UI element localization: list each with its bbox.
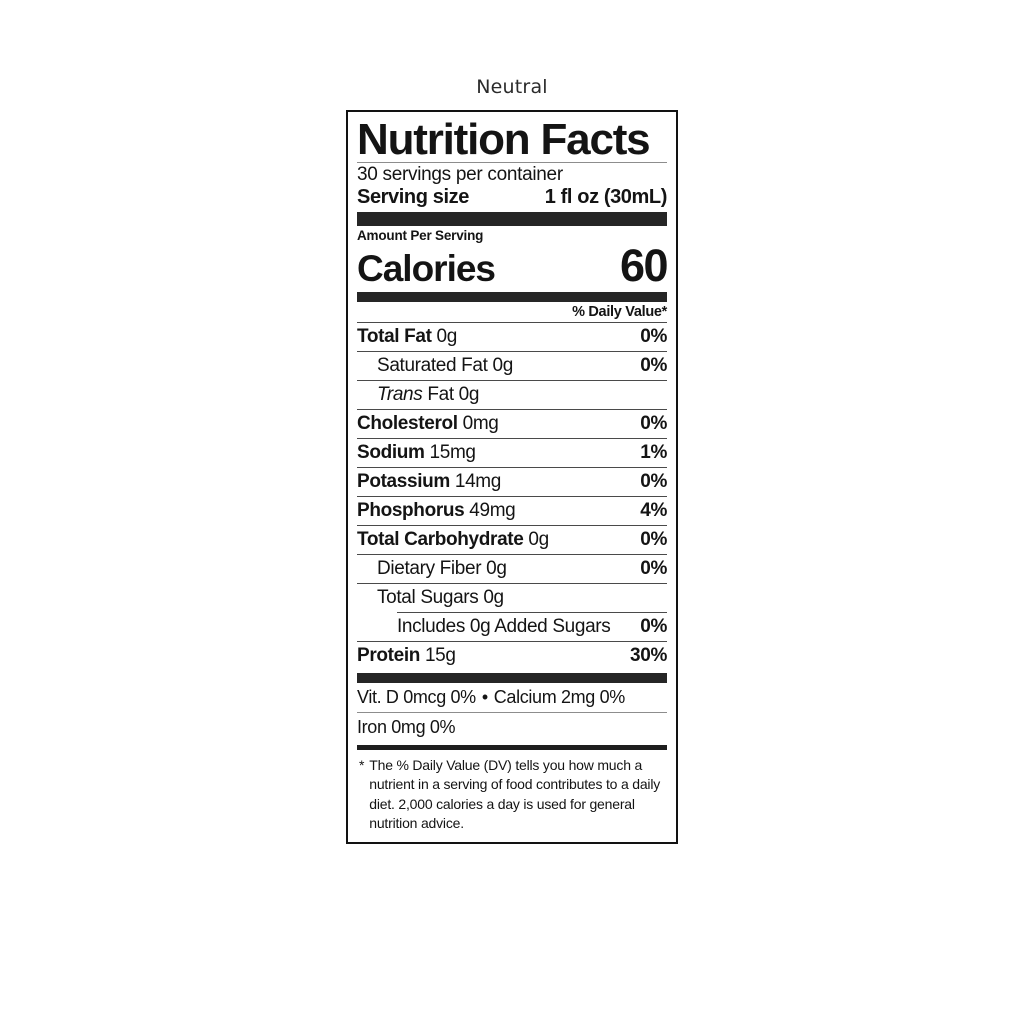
nutrient-daily-value: 0%: [640, 326, 667, 348]
product-caption: Neutral: [476, 76, 548, 98]
nutrient-row-divider: [357, 380, 667, 382]
nutrient-row: Total Carbohydrate 0g 0%: [357, 526, 667, 554]
nutrient-row-divider: [357, 409, 667, 411]
nutrient-row-divider: [357, 496, 667, 498]
nutrient-list: Total Fat 0g 0% Saturated Fat 0g 0% Trans Fa…: [357, 322, 667, 670]
calories-value: 60: [619, 239, 669, 291]
nutrient-row: Total Fat 0g 0%: [357, 323, 667, 351]
nutrient-name: Includes 0g Added Sugars: [397, 616, 611, 638]
nutrition-facts-panel: Nutrition Facts 30 servings per containe…: [346, 110, 678, 845]
serving-size-label: Serving size: [357, 185, 469, 208]
nutrient-daily-value: 0%: [640, 471, 667, 493]
serving-size-row: Serving size 1 fl oz (30mL): [357, 186, 667, 209]
nutrient-row-divider: [357, 554, 667, 556]
micronutrient-divider: [357, 712, 667, 714]
nutrient-row: Phosphorus 49mg 4%: [357, 497, 667, 525]
footnote-asterisk: *: [359, 757, 365, 774]
nutrient-row: Cholesterol 0mg 0%: [357, 410, 667, 438]
nutrient-row-divider: [357, 322, 667, 324]
protein-bottom-bar: [357, 673, 667, 684]
calories-top-bar: [357, 211, 667, 226]
nutrition-facts-title: Nutrition Facts: [357, 115, 651, 164]
nutrient-daily-value: 0%: [640, 413, 667, 435]
title-divider: [357, 162, 667, 164]
nutrient-row-divider: [357, 351, 667, 353]
nutrient-daily-value: 0%: [640, 529, 667, 551]
nutrient-name: Dietary Fiber 0g: [377, 558, 507, 580]
nutrient-daily-value: 4%: [640, 500, 667, 522]
footnote-top-bar: [357, 745, 667, 751]
footnote-text: The % Daily Value (DV) tells you how muc…: [369, 757, 661, 832]
nutrient-name: Saturated Fat 0g: [377, 355, 513, 377]
calories-label: Calories: [357, 248, 496, 290]
calories-row: Calories 60: [357, 239, 669, 291]
nutrient-row: Saturated Fat 0g 0%: [357, 352, 667, 380]
nutrient-daily-value: 1%: [640, 442, 667, 464]
nutrient-row: Includes 0g Added Sugars 0%: [357, 613, 667, 641]
calories-bottom-bar: [357, 292, 667, 303]
nutrient-name: Sodium 15mg: [357, 442, 476, 464]
calcium-value: Calcium 2mg 0%: [493, 687, 626, 708]
vitamin-d-value: Vit. D 0mcg 0%: [357, 687, 476, 708]
nutrient-name: Cholesterol 0mg: [357, 413, 499, 435]
nutrient-row-divider: [397, 612, 667, 614]
nutrient-daily-value: 0%: [640, 355, 667, 377]
nutrient-row: Dietary Fiber 0g 0%: [357, 555, 667, 583]
amount-per-serving-label: Amount Per Serving: [357, 227, 484, 243]
daily-value-header: % Daily Value*: [572, 304, 667, 321]
nutrient-row-divider: [357, 641, 667, 643]
nutrient-daily-value: 0%: [640, 558, 667, 580]
footnote: * The % Daily Value (DV) tells you how m…: [357, 750, 667, 835]
nutrient-name: Protein 15g: [357, 645, 456, 667]
nutrient-row: Total Sugars 0g: [357, 584, 667, 612]
nutrient-row: Potassium 14mg 0%: [357, 468, 667, 496]
nutrient-row: Protein 15g 30%: [357, 642, 667, 670]
nutrient-daily-value: 0%: [640, 616, 667, 638]
nutrient-row: Trans Fat 0g: [357, 381, 667, 409]
bullet-separator-icon: •: [481, 687, 488, 708]
nutrient-row-divider: [357, 467, 667, 469]
nutrient-row: Sodium 15mg 1%: [357, 439, 667, 467]
micronutrient-row-1: Vit. D 0mcg 0% • Calcium 2mg 0%: [357, 683, 667, 712]
nutrient-row-divider: [357, 525, 667, 527]
nutrient-daily-value: 30%: [630, 645, 667, 667]
micronutrient-row-2: Iron 0mg 0%: [357, 717, 456, 738]
serving-size-value: 1 fl oz (30mL): [544, 185, 668, 208]
servings-per-container: 30 servings per container: [357, 164, 563, 186]
nutrient-name: Potassium 14mg: [357, 471, 501, 493]
nutrient-name: Trans Fat 0g: [377, 384, 480, 406]
nutrient-row-divider: [357, 438, 667, 440]
nutrient-name: Phosphorus 49mg: [357, 500, 516, 522]
nutrient-name: Total Sugars 0g: [377, 587, 504, 609]
nutrient-name: Total Fat 0g: [357, 326, 457, 348]
nutrient-row-divider: [357, 583, 667, 585]
nutrient-name: Total Carbohydrate 0g: [357, 529, 549, 551]
